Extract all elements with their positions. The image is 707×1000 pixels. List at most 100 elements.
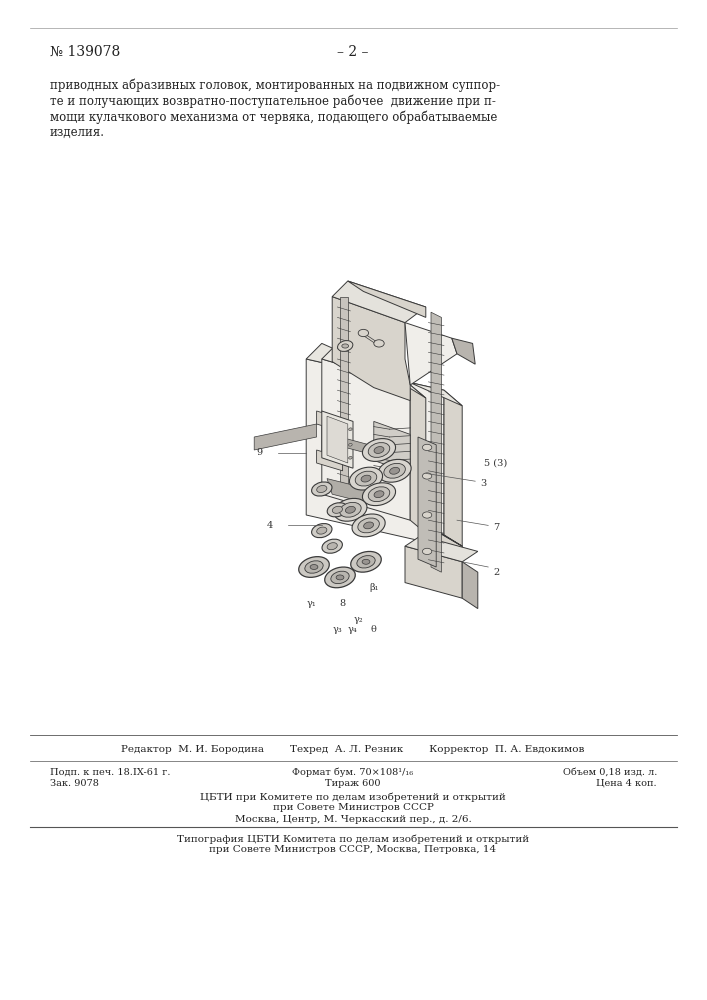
Text: 9: 9	[257, 448, 262, 457]
Ellipse shape	[327, 543, 337, 550]
Polygon shape	[405, 546, 462, 598]
Polygon shape	[348, 281, 426, 317]
Polygon shape	[410, 515, 462, 546]
Ellipse shape	[363, 522, 373, 529]
Text: при Совете Министров СССР, Москва, Петровка, 14: при Совете Министров СССР, Москва, Петро…	[209, 846, 496, 854]
Polygon shape	[340, 297, 348, 489]
Ellipse shape	[374, 491, 384, 498]
Text: γ₁: γ₁	[307, 599, 316, 608]
Ellipse shape	[390, 467, 399, 474]
Polygon shape	[317, 411, 343, 432]
Text: при Совете Министров СССР: при Совете Министров СССР	[273, 804, 433, 812]
Ellipse shape	[374, 340, 384, 347]
Polygon shape	[374, 421, 410, 473]
Text: приводных абразивных головок, монтированных на подвижном суппор-: приводных абразивных головок, монтирован…	[50, 78, 500, 92]
Text: 8: 8	[339, 599, 346, 608]
Polygon shape	[418, 437, 436, 567]
Ellipse shape	[339, 502, 361, 517]
Polygon shape	[431, 312, 441, 572]
Ellipse shape	[310, 565, 318, 569]
Ellipse shape	[312, 482, 332, 496]
Text: Зак. 9078: Зак. 9078	[50, 778, 99, 788]
Ellipse shape	[305, 561, 323, 573]
Ellipse shape	[422, 444, 432, 451]
Ellipse shape	[337, 341, 353, 351]
Text: Цена 4 коп.: Цена 4 коп.	[597, 778, 657, 788]
Text: изделия.: изделия.	[50, 126, 105, 139]
Ellipse shape	[334, 498, 367, 521]
Polygon shape	[317, 450, 343, 471]
Polygon shape	[410, 385, 426, 533]
Ellipse shape	[299, 557, 329, 577]
Text: 4: 4	[267, 521, 273, 530]
Polygon shape	[444, 390, 462, 562]
Ellipse shape	[322, 539, 342, 553]
Ellipse shape	[346, 506, 356, 513]
Ellipse shape	[422, 548, 432, 555]
Text: – 2 –: – 2 –	[337, 45, 369, 59]
Polygon shape	[322, 359, 410, 520]
Text: γ₄: γ₄	[348, 625, 358, 634]
Text: θ: θ	[371, 625, 377, 634]
Text: Формат бум. 70×108¹/₁₆: Формат бум. 70×108¹/₁₆	[293, 767, 414, 777]
Text: Типография ЦБТИ Комитета по делам изобретений и открытий: Типография ЦБТИ Комитета по делам изобре…	[177, 834, 529, 844]
Ellipse shape	[374, 447, 384, 453]
Ellipse shape	[349, 428, 352, 431]
Ellipse shape	[312, 524, 332, 538]
Ellipse shape	[336, 575, 344, 580]
Polygon shape	[306, 359, 444, 546]
Polygon shape	[255, 424, 317, 450]
Polygon shape	[452, 338, 475, 364]
Text: Москва, Центр, М. Черкасский пер., д. 2/6.: Москва, Центр, М. Черкасский пер., д. 2/…	[235, 814, 472, 824]
Text: γ₂: γ₂	[354, 614, 363, 624]
Polygon shape	[327, 416, 348, 463]
Text: 7: 7	[493, 524, 499, 532]
Ellipse shape	[358, 329, 368, 337]
Ellipse shape	[327, 503, 348, 517]
Text: мощи кулачкового механизма от червяка, подающего обрабатываемые: мощи кулачкового механизма от червяка, п…	[50, 110, 498, 123]
Polygon shape	[405, 536, 478, 562]
Text: β₁: β₁	[369, 583, 378, 592]
Polygon shape	[462, 562, 478, 609]
Polygon shape	[405, 323, 457, 385]
Polygon shape	[340, 437, 384, 458]
Ellipse shape	[362, 559, 370, 564]
Ellipse shape	[363, 483, 396, 506]
Ellipse shape	[368, 487, 390, 502]
Ellipse shape	[349, 456, 352, 459]
Text: 3: 3	[480, 479, 486, 488]
Ellipse shape	[331, 571, 349, 584]
Ellipse shape	[384, 463, 405, 478]
Ellipse shape	[422, 473, 432, 479]
Text: Объем 0,18 изд. л.: Объем 0,18 изд. л.	[563, 768, 657, 776]
Ellipse shape	[317, 485, 327, 493]
Text: Подп. к печ. 18.IX-61 г.: Подп. к печ. 18.IX-61 г.	[50, 768, 170, 776]
Ellipse shape	[355, 471, 377, 486]
Text: Тираж 600: Тираж 600	[325, 778, 381, 788]
Polygon shape	[322, 411, 353, 468]
Ellipse shape	[349, 443, 352, 446]
Ellipse shape	[332, 506, 342, 513]
Ellipse shape	[363, 439, 396, 461]
Polygon shape	[306, 343, 462, 406]
Text: 2: 2	[493, 568, 499, 577]
Text: № 139078: № 139078	[50, 45, 120, 59]
Text: 5 (3): 5 (3)	[484, 458, 508, 468]
Polygon shape	[332, 281, 426, 323]
Ellipse shape	[361, 475, 371, 482]
Polygon shape	[332, 297, 410, 401]
Ellipse shape	[317, 527, 327, 534]
Text: Редактор  М. И. Бородина        Техред  А. Л. Резник        Корректор  П. А. Евд: Редактор М. И. Бородина Техред А. Л. Рез…	[122, 744, 585, 754]
Ellipse shape	[351, 551, 381, 572]
Text: ЦБТИ при Комитете по делам изобретений и открытий: ЦБТИ при Комитете по делам изобретений и…	[200, 792, 506, 802]
Ellipse shape	[357, 556, 375, 568]
Ellipse shape	[341, 344, 349, 348]
Text: γ₃: γ₃	[332, 625, 342, 634]
Ellipse shape	[352, 514, 385, 537]
Ellipse shape	[378, 459, 411, 482]
Ellipse shape	[325, 567, 356, 588]
Polygon shape	[431, 528, 462, 580]
Ellipse shape	[368, 443, 390, 457]
Text: те и получающих возвратно-поступательное рабочее  движение при п-: те и получающих возвратно-поступательное…	[50, 94, 496, 107]
Polygon shape	[327, 479, 374, 505]
